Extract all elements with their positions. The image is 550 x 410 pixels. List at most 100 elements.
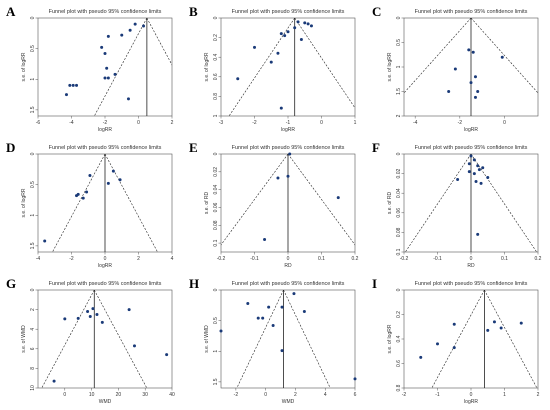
x-tick-label: -0.2 xyxy=(217,256,226,262)
lower-confidence-limit-line xyxy=(52,154,106,252)
study-point xyxy=(95,313,99,316)
funnel-plot-g: G Funnel plot with pseudo 95% confidence … xyxy=(6,276,175,405)
study-point xyxy=(118,178,122,182)
x-tick-label: 4 xyxy=(324,392,327,398)
study-point xyxy=(100,320,104,324)
y-tick-label: 0.5 xyxy=(213,317,219,324)
study-point xyxy=(302,309,306,313)
upper-confidence-limit-line xyxy=(484,290,538,388)
y-tick-label: 1.5 xyxy=(30,242,36,249)
panel-letter: G xyxy=(6,276,16,291)
plot-title: Funnel plot with pseudo 95% confidence l… xyxy=(415,281,528,287)
study-point xyxy=(436,342,439,346)
y-tick-label: 0 xyxy=(213,288,219,291)
study-point xyxy=(103,52,107,56)
study-point xyxy=(500,55,504,59)
study-point xyxy=(479,181,483,185)
panel-a: A Funnel plot with pseudo 95% confidence … xyxy=(4,4,180,136)
x-tick-label: -2 xyxy=(402,392,407,398)
upper-confidence-limit-line xyxy=(294,18,355,109)
study-point xyxy=(292,292,296,296)
funnel-plot-a: A Funnel plot with pseudo 95% confidence … xyxy=(6,4,174,133)
y-tick-label: 0 xyxy=(30,16,36,19)
lower-confidence-limit-line xyxy=(94,18,148,116)
study-point xyxy=(85,190,89,194)
x-tick-label: 0 xyxy=(470,256,473,262)
y-tick-label: 1.5 xyxy=(213,378,219,385)
x-tick-label: -1 xyxy=(435,392,440,398)
y-axis-label: s.e. of RD xyxy=(204,191,210,214)
y-tick-label: 0.8 xyxy=(213,93,219,100)
study-point xyxy=(453,67,457,71)
x-tick-label: 40 xyxy=(169,392,175,398)
y-tick-label: 8 xyxy=(30,367,36,370)
plot-area xyxy=(220,289,356,389)
study-point xyxy=(106,181,110,185)
panel-c: C Funnel plot with pseudo 95% confidence … xyxy=(370,4,546,136)
x-axis-label: WMD xyxy=(99,399,112,405)
x-tick-label: 20 xyxy=(116,392,122,398)
study-point xyxy=(293,26,297,30)
panel-letter: F xyxy=(372,140,380,155)
panel-e: E Funnel plot with pseudo 95% confidence … xyxy=(187,140,363,272)
y-tick-label: 1 xyxy=(213,350,219,353)
study-point xyxy=(126,97,130,101)
y-tick-label: 0.06 xyxy=(213,202,219,212)
study-point xyxy=(473,75,477,79)
x-tick-label: 0.2 xyxy=(535,256,542,262)
lower-confidence-limit-line xyxy=(221,154,289,246)
y-tick-label: 0.4 xyxy=(396,335,402,342)
upper-confidence-limit-line xyxy=(287,154,355,246)
study-point xyxy=(43,239,47,243)
upper-confidence-limit-line xyxy=(146,18,172,66)
study-point xyxy=(276,51,280,55)
study-point xyxy=(81,196,85,200)
upper-confidence-limit-line xyxy=(470,154,537,252)
lower-confidence-limit-line xyxy=(405,154,472,252)
x-tick-label: -2 xyxy=(234,392,239,398)
study-point xyxy=(91,307,95,311)
study-point xyxy=(469,154,473,158)
study-point xyxy=(105,66,109,70)
y-tick-label: 2 xyxy=(30,308,36,311)
x-tick-label: -0.1 xyxy=(250,256,259,262)
funnel-plot-c: C Funnel plot with pseudo 95% confidence … xyxy=(372,4,539,133)
study-point xyxy=(280,305,284,309)
funnel-plot-d: D Funnel plot with pseudo 95% confidence … xyxy=(6,140,174,269)
x-tick-label: 0 xyxy=(503,120,506,126)
study-point xyxy=(68,83,72,87)
lower-confidence-limit-line xyxy=(236,290,284,388)
y-tick-label: 0.08 xyxy=(213,220,219,230)
x-tick-label: 30 xyxy=(142,392,148,398)
plot-title: Funnel plot with pseudo 95% confidence l… xyxy=(49,281,162,287)
x-tick-label: 0 xyxy=(63,392,66,398)
y-tick-label: 0.6 xyxy=(396,360,402,367)
study-point xyxy=(472,158,476,162)
study-point xyxy=(246,301,250,305)
x-tick-label: -1 xyxy=(286,120,291,126)
panel-i: I Funnel plot with pseudo 95% confidence … xyxy=(370,276,546,408)
funnel-plot-h: H Funnel plot with pseudo 95% confidence … xyxy=(189,276,357,405)
x-tick-label: 0 xyxy=(320,120,323,126)
y-tick-label: 0.5 xyxy=(30,45,36,52)
study-point xyxy=(469,81,473,85)
y-tick-label: 0 xyxy=(30,152,36,155)
study-point xyxy=(447,90,451,93)
study-point xyxy=(476,232,480,236)
study-point xyxy=(76,316,80,320)
study-point xyxy=(499,326,503,330)
y-tick-label: 2 xyxy=(396,114,402,117)
study-point xyxy=(492,320,496,324)
y-tick-label: 0.04 xyxy=(213,185,219,195)
y-tick-label: 0.04 xyxy=(396,188,402,198)
study-point xyxy=(63,317,67,321)
study-point xyxy=(71,83,75,87)
study-point xyxy=(476,90,480,93)
upper-confidence-limit-line xyxy=(94,290,148,388)
x-tick-label: -2 xyxy=(103,120,108,126)
x-tick-label: -6 xyxy=(36,120,41,126)
panel-letter: D xyxy=(6,140,15,155)
x-tick-label: -3 xyxy=(219,120,224,126)
funnel-plot-i: I Funnel plot with pseudo 95% confidence … xyxy=(372,276,540,405)
study-point xyxy=(127,308,131,312)
